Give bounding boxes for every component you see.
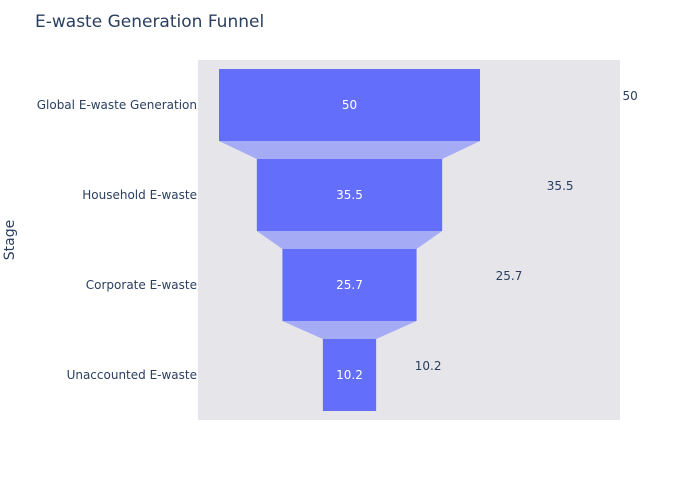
chart-title: E-waste Generation Funnel [35, 12, 265, 32]
outside-value-label: 50 [623, 89, 638, 103]
funnel-bar[interactable] [256, 159, 443, 231]
funnel-bar[interactable] [219, 69, 480, 141]
y-axis-title: Stage [2, 220, 18, 260]
category-tick-label: Household E-waste [82, 188, 197, 202]
connectors [219, 141, 480, 339]
funnel-connector [256, 231, 443, 249]
outside-value-label: 25.7 [496, 269, 523, 283]
outside-value-label: 35.5 [547, 179, 574, 193]
funnel-connector [282, 321, 417, 339]
bar-value-label: 50 [342, 98, 357, 112]
category-tick-label: Corporate E-waste [86, 278, 197, 292]
bar-value-label: 10.2 [336, 368, 363, 382]
funnel-bar[interactable] [322, 339, 377, 411]
funnel-bar[interactable] [282, 249, 417, 321]
category-tick-label: Unaccounted E-waste [67, 368, 197, 382]
bar-value-label: 35.5 [336, 188, 363, 202]
funnel-bars [219, 69, 480, 411]
funnel-connector [219, 141, 480, 159]
category-tick-label: Global E-waste Generation [37, 98, 197, 112]
bar-value-label: 25.7 [336, 278, 363, 292]
labels: 50 50 Global E-waste Generation 35.5 35.5 Hou… [37, 89, 638, 382]
outside-value-label: 10.2 [415, 359, 442, 373]
